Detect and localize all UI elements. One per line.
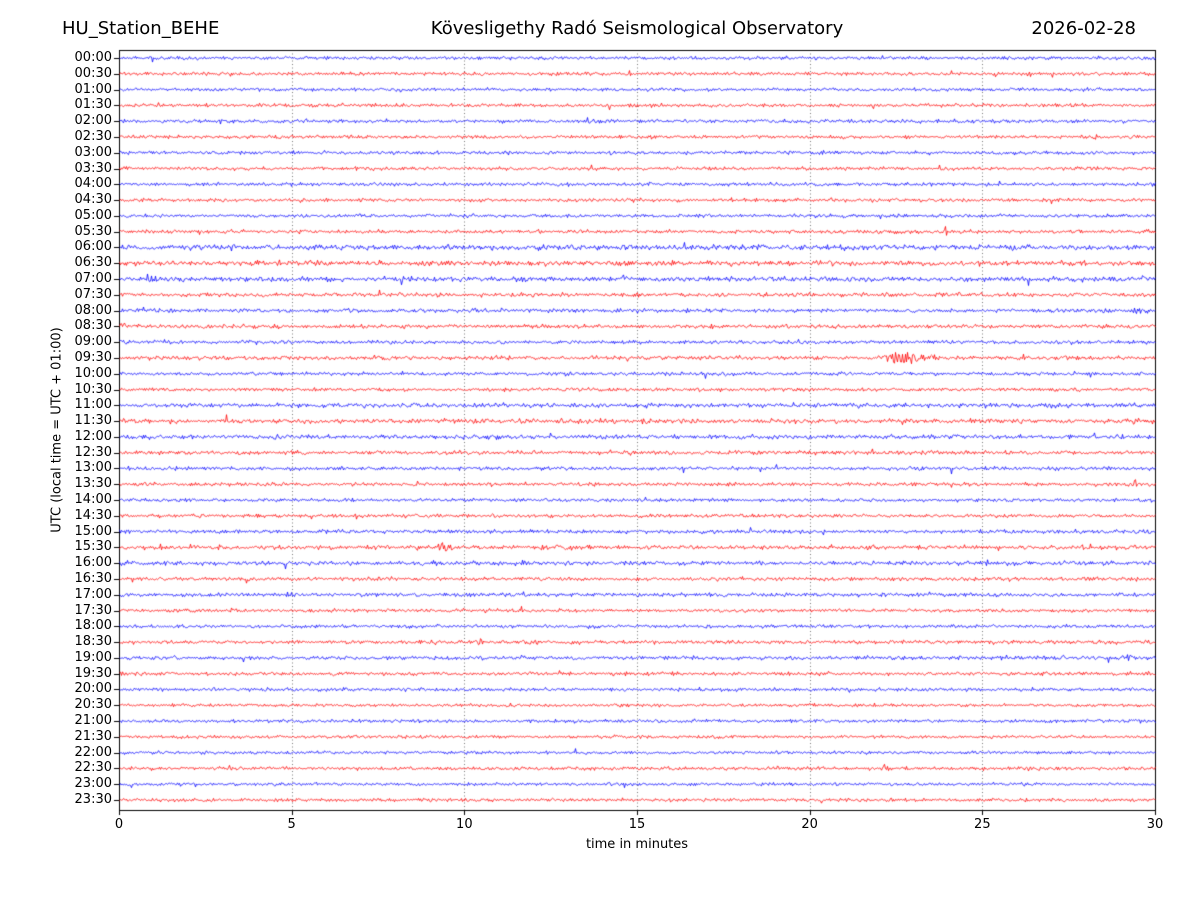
y-tick-label: 11:30 [74, 413, 112, 429]
y-tick-label: 07:00 [74, 271, 112, 287]
y-tick-label: 13:00 [74, 460, 112, 476]
x-tick-label: 15 [628, 817, 646, 832]
y-tick-label: 06:30 [74, 255, 112, 271]
y-tick-label: 14:30 [74, 507, 112, 523]
x-tick-label: 5 [287, 817, 296, 832]
y-tick-label: 10:30 [74, 381, 112, 397]
station-title: HU_Station_BEHE [62, 18, 220, 39]
x-tick-label: 25 [974, 817, 991, 832]
y-tick-label: 18:00 [74, 618, 112, 634]
y-tick-label: 00:00 [74, 50, 112, 65]
y-tick-label: 05:00 [74, 207, 112, 223]
y-tick-label: 23:30 [74, 792, 112, 807]
y-tick-label: 16:30 [74, 570, 112, 586]
y-tick-label: 08:00 [74, 302, 112, 318]
x-tick-label: 0 [114, 817, 124, 832]
x-tick-label: 20 [801, 817, 818, 832]
observatory-title: Kövesligethy Radó Seismological Observat… [430, 18, 844, 39]
x-tick-label: 30 [1146, 817, 1164, 832]
y-tick-label: 12:30 [74, 444, 112, 460]
y-tick-label: 21:00 [74, 713, 112, 729]
date-title: 2026-02-28 [1031, 18, 1136, 39]
y-tick-label: 10:00 [74, 365, 112, 381]
x-axis-label: time in minutes [585, 837, 689, 852]
y-tick-label: 01:30 [74, 97, 112, 113]
y-tick-label: 09:30 [74, 349, 112, 365]
y-axis-label: UTC (local time = UTC + 01:00) [49, 327, 65, 533]
x-tick-label: 10 [456, 817, 473, 832]
y-tick-label: 15:30 [74, 539, 112, 555]
y-tick-label: 17:00 [74, 586, 112, 602]
y-tick-label: 04:30 [74, 192, 112, 208]
y-tick-label: 18:30 [74, 634, 112, 650]
y-tick-label: 20:30 [74, 697, 112, 713]
y-tick-label: 21:30 [74, 728, 112, 744]
y-tick-label: 08:30 [74, 318, 112, 334]
y-tick-label: 06:00 [74, 239, 112, 255]
y-tick-label: 00:30 [74, 65, 112, 81]
y-tick-label: 13:30 [74, 476, 112, 492]
y-tick-label: 16:00 [74, 555, 112, 571]
y-tick-label: 15:00 [74, 523, 112, 539]
y-tick-label: 03:30 [74, 160, 112, 176]
y-tick-label: 22:30 [74, 760, 112, 776]
y-tick-label: 02:30 [74, 128, 112, 144]
y-tick-label: 20:00 [74, 681, 112, 697]
y-tick-label: 09:00 [74, 334, 112, 350]
y-tick-label: 23:00 [74, 776, 112, 792]
y-tick-label: 19:30 [74, 665, 112, 681]
y-tick-label: 05:30 [74, 223, 112, 239]
y-tick-label: 12:00 [74, 428, 112, 444]
y-tick-label: 01:00 [74, 81, 112, 97]
y-tick-label: 02:00 [74, 113, 112, 129]
y-tick-label: 07:30 [74, 286, 112, 302]
y-tick-label: 04:00 [74, 176, 112, 192]
y-tick-label: 11:00 [74, 397, 112, 413]
y-tick-label: 19:00 [74, 649, 112, 665]
y-tick-label: 14:00 [74, 492, 112, 508]
y-tick-label: 22:00 [74, 744, 112, 760]
y-tick-label: 17:30 [74, 602, 112, 618]
y-tick-label: 03:00 [74, 144, 112, 160]
